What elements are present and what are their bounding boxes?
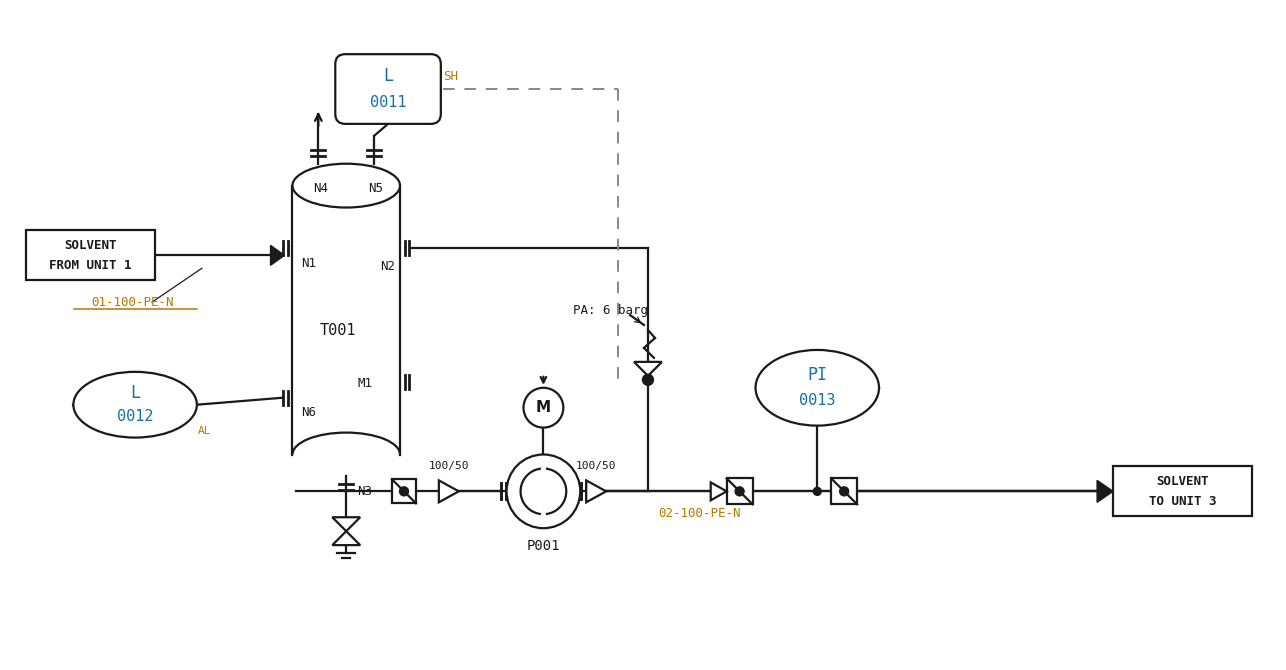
Text: N2: N2 [381,260,395,273]
Ellipse shape [756,350,880,425]
Text: 0011: 0011 [370,95,406,111]
Bar [727,478,752,505]
Text: N1: N1 [301,257,316,270]
Bar [26,230,156,280]
Text: SOLVENT: SOLVENT [1156,475,1209,488]
Bar [831,478,856,505]
Text: M: M [536,400,550,415]
Polygon shape [1097,480,1114,502]
Text: N3: N3 [356,485,372,498]
Circle shape [840,487,849,496]
Circle shape [643,375,653,385]
Bar [392,480,415,503]
Bar [1114,466,1253,517]
Circle shape [400,487,409,496]
Polygon shape [711,482,727,500]
Ellipse shape [73,372,197,438]
Text: 100/50: 100/50 [428,462,469,472]
Text: SH: SH [442,70,458,83]
Polygon shape [270,245,284,265]
Text: TO UNIT 3: TO UNIT 3 [1148,495,1217,508]
Text: PA: 6 barg: PA: 6 barg [574,304,648,317]
Circle shape [507,454,580,528]
Text: SOLVENT: SOLVENT [64,239,117,252]
Text: T001: T001 [320,322,356,338]
Circle shape [813,487,822,495]
Text: 01-100-PE-N: 01-100-PE-N [91,295,174,309]
Text: L: L [130,384,140,402]
Text: 0012: 0012 [117,409,153,424]
Circle shape [736,487,745,496]
Polygon shape [332,531,360,545]
Text: P001: P001 [527,539,561,553]
FancyBboxPatch shape [336,54,441,124]
Polygon shape [439,480,459,502]
Circle shape [523,388,563,427]
Text: AL: AL [198,425,211,436]
Text: PI: PI [808,366,827,384]
Text: 100/50: 100/50 [576,462,616,472]
Text: N4: N4 [312,182,328,195]
Text: N6: N6 [301,406,316,419]
Text: L: L [383,67,394,85]
Polygon shape [634,362,662,376]
Polygon shape [586,480,606,502]
Text: 0013: 0013 [799,393,836,408]
Text: 02-100-PE-N: 02-100-PE-N [658,507,741,520]
Ellipse shape [292,163,400,208]
Text: M1: M1 [358,377,372,391]
Text: N5: N5 [369,182,383,195]
Text: FROM UNIT 1: FROM UNIT 1 [49,259,131,272]
Polygon shape [332,517,360,531]
